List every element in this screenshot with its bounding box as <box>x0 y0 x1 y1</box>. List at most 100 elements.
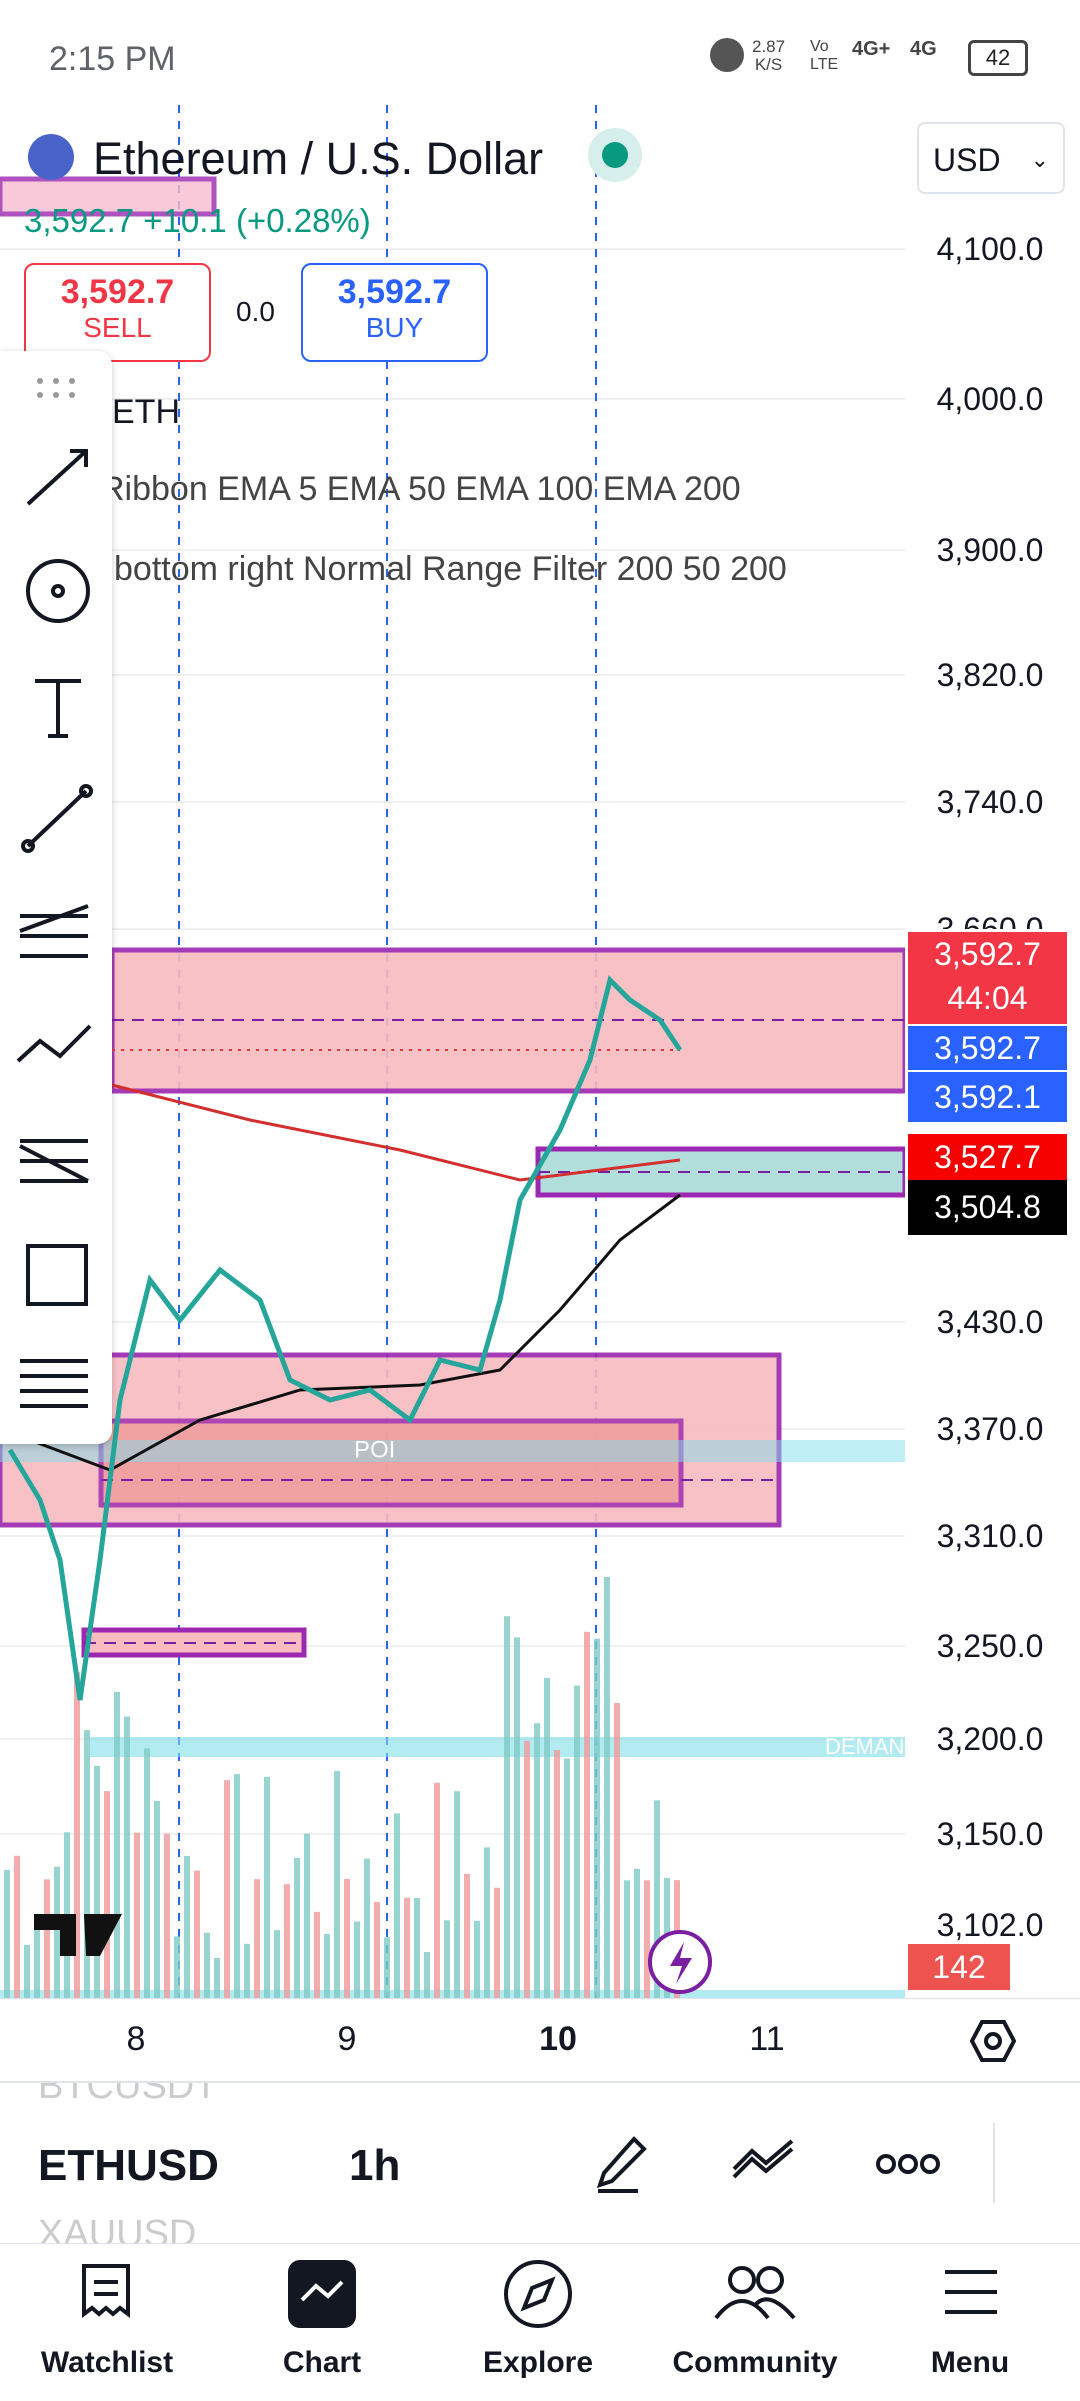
community-icon[interactable] <box>728 2266 756 2294</box>
chart-icon[interactable] <box>288 2260 356 2328</box>
currency-select[interactable]: USD ⌄ <box>917 122 1065 194</box>
battery: 42 <box>968 40 1028 76</box>
volume-bar <box>434 1782 440 1998</box>
volume-bar <box>404 1897 410 1998</box>
volume-bar <box>524 1740 530 1998</box>
volume-bar <box>514 1637 520 1998</box>
price-label: 3,102.0 <box>936 1907 1044 1943</box>
ema-red-tag: 3,527.7 <box>908 1134 1067 1180</box>
tool-more[interactable] <box>20 1359 88 1408</box>
ai-icon <box>670 1942 692 1984</box>
price-label: 3,250.0 <box>936 1628 1044 1664</box>
tv-logo <box>34 1914 122 1956</box>
currency: USD <box>933 142 1001 178</box>
supply-band <box>0 1440 905 1462</box>
price-label: 3,310.0 <box>936 1518 1044 1554</box>
more-button[interactable] <box>875 2149 941 2179</box>
prev-symbol[interactable]: BTCUSDT <box>38 2081 218 2107</box>
tool-fib[interactable] <box>19 904 89 958</box>
tool-arrow[interactable] <box>26 449 88 506</box>
spread: 0.0 <box>236 296 275 327</box>
tool-rect[interactable] <box>26 1244 88 1306</box>
net-speed-unit: K/S <box>754 55 783 74</box>
ema-black <box>29 1193 681 1472</box>
ask-tag: 3,592.1 <box>908 1072 1067 1122</box>
volume-bar <box>124 1716 130 1998</box>
price-label: 3,150.0 <box>936 1816 1044 1852</box>
volume-bar <box>254 1879 260 1998</box>
volume-bar <box>334 1770 340 1998</box>
tool-line[interactable] <box>26 789 88 848</box>
volume-bar <box>294 1857 300 1998</box>
volume-bar <box>94 1765 100 1998</box>
symbol-title: Ethereum / U.S. Dollar <box>93 133 544 184</box>
volume-bar <box>594 1638 600 1998</box>
volume-bar <box>534 1723 540 1998</box>
nav-label[interactable]: Explore <box>482 2346 594 2379</box>
volume-bar <box>204 1932 210 1998</box>
nav-label[interactable]: Menu <box>930 2346 1010 2379</box>
signal-1: 4G+ <box>852 38 891 60</box>
signal-2: 4G <box>910 38 937 60</box>
volume-bar <box>114 1691 120 1998</box>
nav-label[interactable]: Watchlist <box>40 2346 174 2379</box>
volume-bar <box>304 1833 310 1998</box>
symbol[interactable]: ETHUSD <box>38 2141 219 2190</box>
chart: POI DEMAND <box>0 105 920 2000</box>
bottom-band <box>0 1990 905 1998</box>
settings-button[interactable] <box>970 2018 1016 2064</box>
tool-circle[interactable] <box>26 559 90 623</box>
volume-bar <box>624 1880 630 1998</box>
volume-bar <box>24 1944 30 1998</box>
volume-bar <box>324 1933 330 1998</box>
volume-bar <box>364 1858 370 1998</box>
tool-projection[interactable] <box>19 1139 89 1183</box>
next-symbol[interactable]: XAUUSD <box>38 2213 197 2245</box>
nav-label[interactable]: Community <box>672 2346 838 2379</box>
volume-tag: 142 <box>908 1944 1010 1990</box>
volume-bar <box>374 1901 380 1998</box>
eth-icon <box>28 134 74 180</box>
volume-bar <box>354 1921 360 1998</box>
demand-label: DEMAND <box>825 1734 920 1759</box>
volume-bar <box>134 1832 140 1998</box>
indicator-eth[interactable]: ETH <box>112 393 180 431</box>
tool-text[interactable] <box>35 679 81 738</box>
volume-bar <box>74 1672 80 1998</box>
volume-bar <box>84 1730 90 1998</box>
indicator-range[interactable]: bottom right Normal Range Filter 200 50 … <box>114 550 787 588</box>
time-label: 9 <box>337 2020 357 2058</box>
volume-bar <box>574 1685 580 1998</box>
time-label: 8 <box>126 2020 146 2058</box>
ema-black-tag: 3,504.8 <box>908 1180 1067 1235</box>
volume-bar <box>444 1920 450 1998</box>
time-label: 11 <box>749 2020 785 2058</box>
nav-label[interactable]: Chart <box>282 2346 362 2379</box>
buy-label: BUY <box>365 312 424 343</box>
watchlist-icon[interactable] <box>82 2264 130 2318</box>
price-label: 3,820.0 <box>936 657 1044 693</box>
volume-bar <box>584 1631 590 1998</box>
interval[interactable]: 1h <box>349 2141 401 2190</box>
volume-bar <box>614 1703 620 1998</box>
status-time: 2:15 PM <box>49 40 176 78</box>
volume-bar <box>604 1576 610 1998</box>
explore-icon[interactable] <box>504 2260 572 2328</box>
volume-bar <box>564 1758 570 1998</box>
menu-icon[interactable] <box>945 2270 997 2314</box>
price-label: 3,200.0 <box>936 1721 1044 1757</box>
draw-button[interactable] <box>590 2129 650 2195</box>
toolbar-icons <box>16 378 93 1408</box>
indicators-button[interactable] <box>730 2133 800 2183</box>
volume-bar <box>164 1833 170 1998</box>
price-label: 3,740.0 <box>936 784 1044 820</box>
volume <box>4 1576 680 1998</box>
volume-bar <box>34 1919 40 1998</box>
buy-button[interactable]: 3,592.7 BUY <box>301 263 488 362</box>
sell-price: 3,592.7 <box>60 273 175 311</box>
indicator-ribbon[interactable]: Ribbon EMA 5 EMA 50 EMA 100 EMA 200 <box>100 470 741 508</box>
sell-button[interactable]: 3,592.7 SELL <box>24 263 211 362</box>
tool-pattern[interactable] <box>16 1024 92 1063</box>
time-label: 10 <box>539 2020 577 2058</box>
